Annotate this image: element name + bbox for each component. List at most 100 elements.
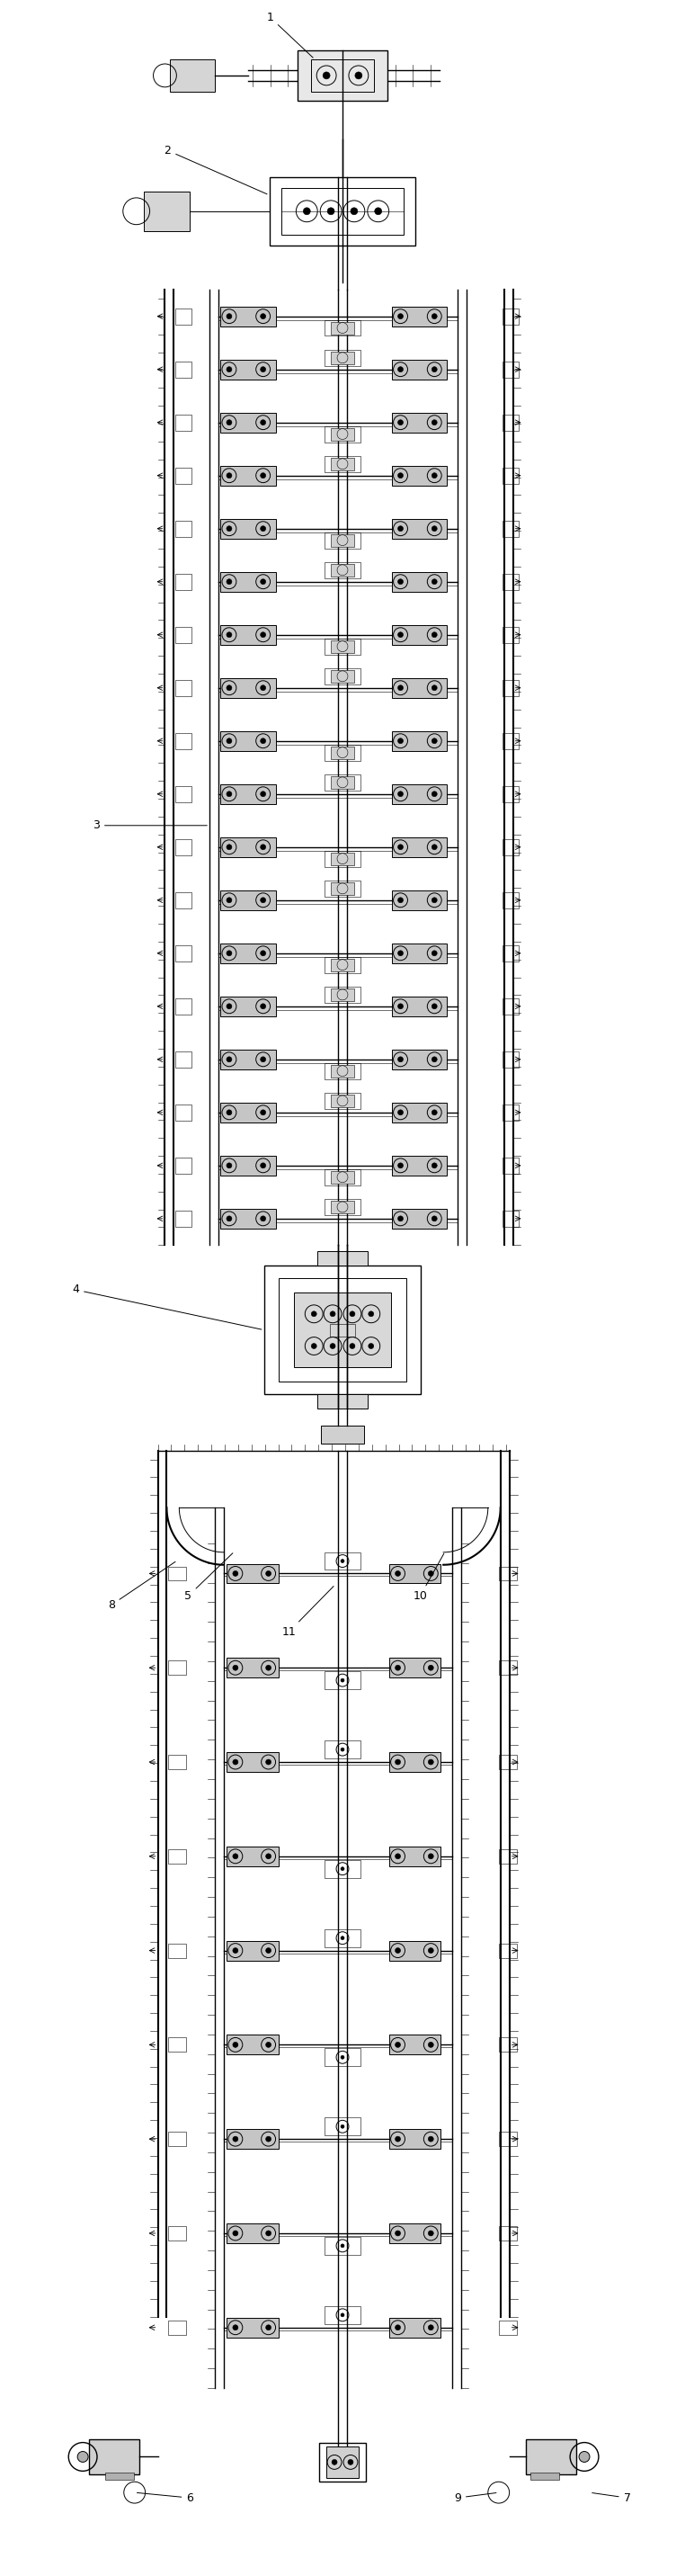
Bar: [221, 1103, 275, 1123]
Circle shape: [428, 2043, 434, 2048]
Text: 7: 7: [592, 2491, 631, 2504]
Circle shape: [432, 951, 437, 956]
Bar: [502, 999, 519, 1015]
Bar: [325, 881, 360, 896]
Circle shape: [260, 1005, 266, 1010]
Bar: [227, 1564, 278, 1584]
Circle shape: [398, 366, 403, 371]
Circle shape: [428, 1759, 434, 1765]
Circle shape: [227, 1110, 232, 1115]
Bar: [282, 188, 403, 234]
Circle shape: [351, 209, 358, 214]
Bar: [221, 783, 275, 804]
Bar: [499, 2038, 516, 2053]
Bar: [325, 456, 360, 471]
Bar: [325, 2048, 360, 2066]
Bar: [499, 2321, 516, 2334]
Bar: [330, 1324, 355, 1337]
Circle shape: [398, 791, 403, 796]
Bar: [331, 989, 354, 1002]
Bar: [325, 850, 360, 866]
Circle shape: [428, 1664, 434, 1669]
Circle shape: [428, 2324, 434, 2331]
Circle shape: [428, 2136, 434, 2141]
Circle shape: [227, 685, 232, 690]
Circle shape: [266, 1759, 271, 1765]
Circle shape: [432, 1005, 437, 1010]
Text: 11: 11: [282, 1587, 334, 1638]
Circle shape: [260, 896, 266, 902]
Bar: [502, 840, 519, 855]
Circle shape: [266, 2043, 271, 2048]
Bar: [325, 2236, 360, 2254]
Bar: [175, 1105, 192, 1121]
Text: 8: 8: [108, 1561, 175, 1610]
Bar: [392, 307, 447, 327]
Circle shape: [260, 845, 266, 850]
Circle shape: [432, 1216, 437, 1221]
Circle shape: [260, 1162, 266, 1167]
Bar: [502, 309, 519, 325]
Bar: [392, 783, 447, 804]
Bar: [502, 415, 519, 430]
Circle shape: [432, 314, 437, 319]
Bar: [169, 2321, 186, 2334]
Circle shape: [340, 1680, 345, 1682]
Circle shape: [398, 1216, 403, 1221]
Bar: [502, 574, 519, 590]
Bar: [325, 1170, 360, 1185]
Bar: [526, 2439, 576, 2476]
Bar: [325, 1929, 360, 1947]
Bar: [325, 987, 360, 1002]
Bar: [295, 1293, 390, 1368]
Text: 2: 2: [164, 144, 267, 193]
Circle shape: [428, 1947, 434, 1953]
Circle shape: [260, 1056, 266, 1061]
Circle shape: [260, 1110, 266, 1115]
Bar: [143, 191, 190, 232]
Bar: [502, 1105, 519, 1121]
Circle shape: [395, 2324, 401, 2331]
Bar: [392, 677, 447, 698]
Circle shape: [432, 896, 437, 902]
Bar: [105, 2473, 134, 2481]
Circle shape: [398, 1110, 403, 1115]
Bar: [175, 1157, 192, 1175]
Circle shape: [260, 1216, 266, 1221]
Circle shape: [330, 1311, 336, 1316]
Bar: [221, 1048, 275, 1069]
Circle shape: [398, 739, 403, 744]
Bar: [499, 1754, 516, 1770]
Bar: [331, 747, 354, 760]
Bar: [169, 1662, 186, 1674]
Bar: [175, 1051, 192, 1066]
Bar: [389, 2223, 440, 2244]
Circle shape: [227, 1005, 232, 1010]
Bar: [327, 2447, 358, 2478]
Bar: [325, 533, 360, 549]
Bar: [392, 412, 447, 433]
Bar: [389, 2318, 440, 2336]
Circle shape: [260, 685, 266, 690]
Bar: [325, 667, 360, 685]
Bar: [502, 1157, 519, 1175]
Bar: [325, 1741, 360, 1759]
Circle shape: [260, 951, 266, 956]
Circle shape: [260, 739, 266, 744]
Bar: [175, 520, 192, 536]
Bar: [169, 1850, 186, 1862]
Circle shape: [395, 1664, 401, 1669]
Bar: [499, 1566, 516, 1582]
Bar: [221, 626, 275, 644]
Bar: [499, 1662, 516, 1674]
Bar: [389, 1940, 440, 1960]
Circle shape: [260, 366, 266, 371]
Bar: [331, 1064, 354, 1077]
Bar: [331, 958, 354, 971]
Bar: [502, 626, 519, 644]
Circle shape: [349, 1311, 355, 1316]
Bar: [389, 1752, 440, 1772]
Bar: [221, 943, 275, 963]
Circle shape: [348, 2460, 353, 2465]
Bar: [325, 744, 360, 760]
